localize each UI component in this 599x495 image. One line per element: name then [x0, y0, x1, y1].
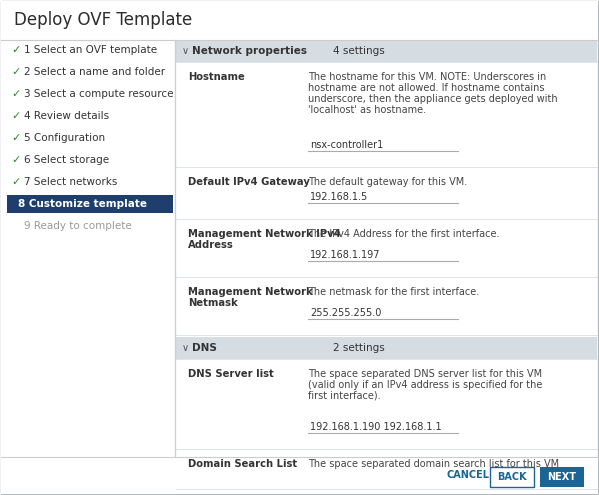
FancyBboxPatch shape — [176, 337, 597, 359]
Text: hostname are not allowed. If hostname contains: hostname are not allowed. If hostname co… — [308, 83, 544, 93]
Text: 9 Ready to complete: 9 Ready to complete — [24, 221, 132, 231]
Text: 192.168.1.197: 192.168.1.197 — [310, 250, 380, 260]
Text: CANCEL: CANCEL — [446, 470, 489, 480]
Text: Netmask: Netmask — [188, 298, 238, 308]
FancyBboxPatch shape — [176, 40, 597, 62]
Text: 2 settings: 2 settings — [333, 343, 385, 353]
Text: ✓: ✓ — [11, 111, 20, 121]
Text: ✓: ✓ — [11, 133, 20, 143]
Text: underscore, then the appliance gets deployed with: underscore, then the appliance gets depl… — [308, 94, 558, 104]
Text: 'localhost' as hostname.: 'localhost' as hostname. — [308, 105, 426, 115]
Text: 1 Select an OVF template: 1 Select an OVF template — [24, 45, 157, 55]
Text: ∨: ∨ — [182, 46, 189, 56]
Text: Management Network IPv4: Management Network IPv4 — [188, 229, 341, 239]
Text: 5 Configuration: 5 Configuration — [24, 133, 105, 143]
Text: Address: Address — [188, 240, 234, 250]
Text: 192.168.1.5: 192.168.1.5 — [310, 192, 368, 202]
Text: Default IPv4 Gateway: Default IPv4 Gateway — [188, 177, 310, 187]
FancyBboxPatch shape — [540, 467, 584, 487]
Text: 4 Review details: 4 Review details — [24, 111, 109, 121]
Text: The space separated domain search list for this VM: The space separated domain search list f… — [308, 459, 559, 469]
FancyBboxPatch shape — [1, 1, 598, 40]
Text: Network properties: Network properties — [192, 46, 307, 56]
FancyBboxPatch shape — [1, 40, 175, 457]
Text: first interface).: first interface). — [308, 391, 380, 401]
Text: The space separated DNS server list for this VM: The space separated DNS server list for … — [308, 369, 542, 379]
Text: 255.255.255.0: 255.255.255.0 — [310, 308, 382, 318]
Text: ✓: ✓ — [11, 45, 20, 55]
Text: The hostname for this VM. NOTE: Underscores in: The hostname for this VM. NOTE: Undersco… — [308, 72, 546, 82]
Text: DNS: DNS — [192, 343, 217, 353]
Text: nsx-controller1: nsx-controller1 — [310, 140, 383, 150]
Text: ∨: ∨ — [182, 343, 189, 353]
Text: ✓: ✓ — [11, 177, 20, 187]
Text: ✓: ✓ — [11, 89, 20, 99]
Text: DNS Server list: DNS Server list — [188, 369, 274, 379]
Text: Domain Search List: Domain Search List — [188, 459, 297, 469]
FancyBboxPatch shape — [490, 467, 534, 487]
Text: The default gateway for this VM.: The default gateway for this VM. — [308, 177, 467, 187]
Text: BACK: BACK — [497, 472, 527, 482]
Text: The netmask for the first interface.: The netmask for the first interface. — [308, 287, 479, 297]
FancyBboxPatch shape — [7, 195, 173, 213]
FancyBboxPatch shape — [1, 457, 598, 494]
Text: Hostname: Hostname — [188, 72, 245, 82]
Text: The IPv4 Address for the first interface.: The IPv4 Address for the first interface… — [308, 229, 500, 239]
Text: Management Network: Management Network — [188, 287, 313, 297]
Text: NEXT: NEXT — [547, 472, 576, 482]
Text: 7 Select networks: 7 Select networks — [24, 177, 117, 187]
Text: 3 Select a compute resource: 3 Select a compute resource — [24, 89, 174, 99]
Text: ✓: ✓ — [11, 67, 20, 77]
Text: 6 Select storage: 6 Select storage — [24, 155, 109, 165]
Text: 2 Select a name and folder: 2 Select a name and folder — [24, 67, 165, 77]
Text: (valid only if an IPv4 address is specified for the: (valid only if an IPv4 address is specif… — [308, 380, 542, 390]
Text: 4 settings: 4 settings — [333, 46, 385, 56]
Text: Deploy OVF Template: Deploy OVF Template — [14, 11, 192, 29]
Text: 8 Customize template: 8 Customize template — [18, 199, 147, 209]
Text: 192.168.1.190 192.168.1.1: 192.168.1.190 192.168.1.1 — [310, 422, 441, 432]
Text: ✓: ✓ — [11, 155, 20, 165]
